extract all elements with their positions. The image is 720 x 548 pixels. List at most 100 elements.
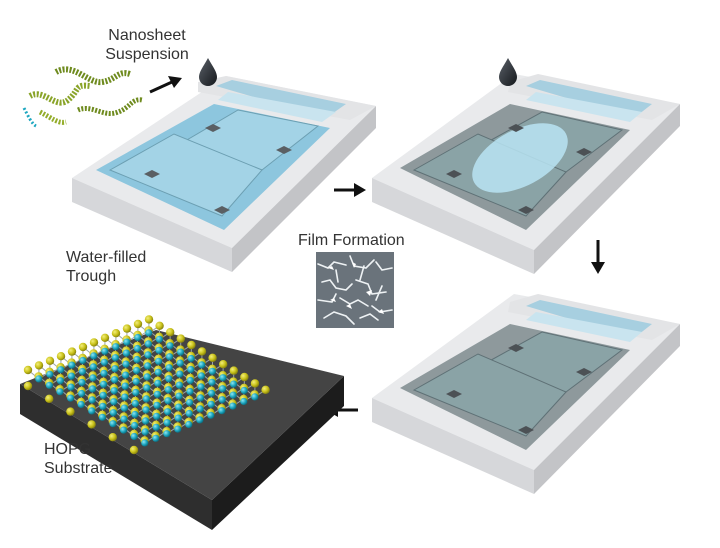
metal-atom bbox=[153, 401, 161, 409]
metal-atom bbox=[122, 360, 130, 368]
metal-atom bbox=[186, 376, 194, 385]
film-formation-image bbox=[316, 252, 394, 328]
metal-atom bbox=[219, 385, 227, 393]
metal-atom bbox=[122, 371, 130, 379]
metal-atom bbox=[67, 394, 75, 402]
metal-atom bbox=[145, 329, 153, 337]
sulfur-atom bbox=[166, 328, 175, 337]
metal-atom bbox=[196, 405, 204, 413]
sulfur-atom bbox=[56, 352, 66, 361]
metal-atom bbox=[229, 391, 237, 399]
metal-atom bbox=[174, 425, 182, 433]
sulfur-atom bbox=[155, 321, 164, 330]
spreading-film bbox=[472, 123, 568, 193]
metal-atom bbox=[120, 426, 128, 434]
sulfur-atom bbox=[122, 324, 132, 333]
sulfur-atom bbox=[240, 372, 249, 382]
metal-atom bbox=[111, 376, 119, 384]
metal-atom bbox=[152, 434, 160, 442]
metal-atom bbox=[88, 407, 96, 415]
metal-atom bbox=[89, 363, 97, 371]
sulfur-atom bbox=[176, 334, 185, 343]
metal-atom bbox=[186, 398, 194, 407]
metal-atom bbox=[141, 428, 149, 436]
metal-atom bbox=[79, 356, 87, 365]
metal-atom bbox=[163, 430, 171, 438]
metal-atom bbox=[143, 373, 151, 381]
metal-atom bbox=[219, 374, 227, 382]
metal-atom bbox=[35, 375, 43, 383]
arrow-right-icon bbox=[149, 76, 182, 94]
metal-atom bbox=[230, 380, 238, 388]
sulfur-atom bbox=[45, 356, 55, 365]
sulfur-atom bbox=[89, 338, 99, 347]
substrate-label: HOPG Substrate bbox=[44, 440, 112, 478]
sulfur-atom bbox=[67, 347, 77, 356]
sulfur-atom bbox=[111, 329, 121, 338]
metal-atom bbox=[177, 348, 185, 356]
metal-atom bbox=[56, 388, 64, 396]
metal-atom bbox=[154, 379, 162, 387]
metal-atom bbox=[100, 380, 108, 388]
sulfur-atom bbox=[108, 433, 118, 442]
metal-atom bbox=[142, 395, 150, 403]
metal-atom bbox=[229, 402, 237, 410]
metal-atom bbox=[175, 392, 183, 400]
metal-atom bbox=[187, 354, 195, 363]
droplet-icon bbox=[499, 58, 517, 86]
metal-atom bbox=[144, 340, 152, 348]
metal-atom bbox=[208, 389, 216, 397]
metal-atom bbox=[240, 397, 248, 406]
metal-atom bbox=[56, 377, 64, 385]
metal-atom bbox=[166, 353, 174, 361]
sulfur-atom bbox=[187, 340, 196, 350]
arrow-down-icon bbox=[591, 240, 605, 274]
trough-1 bbox=[72, 76, 376, 272]
metal-atom bbox=[197, 383, 205, 391]
sulfur-atom bbox=[23, 365, 33, 375]
metal-atom bbox=[153, 412, 161, 420]
metal-atom bbox=[185, 420, 193, 429]
metal-atom bbox=[196, 416, 204, 424]
metal-atom bbox=[207, 400, 215, 408]
metal-atom bbox=[110, 387, 118, 395]
metal-atom bbox=[143, 384, 151, 392]
metal-atom bbox=[122, 349, 130, 357]
trough-2 bbox=[372, 74, 680, 274]
metal-atom bbox=[130, 432, 138, 441]
metal-atom bbox=[208, 378, 216, 386]
metal-atom bbox=[77, 400, 85, 409]
metal-atom bbox=[132, 388, 140, 397]
metal-atom bbox=[109, 420, 117, 428]
metal-atom bbox=[207, 411, 215, 419]
metal-atom bbox=[99, 402, 107, 410]
metal-atom bbox=[218, 407, 226, 415]
metal-atom bbox=[142, 417, 150, 425]
metal-atom bbox=[78, 367, 86, 376]
metal-atom bbox=[155, 346, 163, 354]
metal-atom bbox=[68, 361, 76, 369]
metal-atom bbox=[99, 391, 107, 399]
metal-atom bbox=[175, 403, 183, 411]
substrate-label-line1: HOPG bbox=[44, 441, 92, 458]
sulfur-atom bbox=[144, 315, 154, 324]
arrow-right-icon bbox=[334, 183, 366, 197]
nanosheet-ribbons bbox=[22, 66, 143, 128]
sulfur-atom bbox=[133, 319, 143, 329]
metal-atom bbox=[251, 393, 259, 401]
sulfur-atom bbox=[229, 366, 238, 375]
metal-atom bbox=[109, 409, 117, 417]
trough-label-line2: Trough bbox=[66, 268, 117, 285]
sulfur-atom bbox=[78, 342, 88, 352]
metal-atom bbox=[110, 398, 118, 406]
metal-atom bbox=[120, 404, 128, 412]
sulfur-atom bbox=[45, 394, 54, 403]
metal-atom bbox=[121, 382, 129, 390]
metal-atom bbox=[218, 396, 226, 404]
mos2-lattice bbox=[23, 315, 270, 455]
metal-atom bbox=[165, 375, 173, 383]
metal-atom bbox=[240, 386, 248, 395]
metal-atom bbox=[141, 439, 149, 447]
metal-atom bbox=[144, 362, 152, 370]
